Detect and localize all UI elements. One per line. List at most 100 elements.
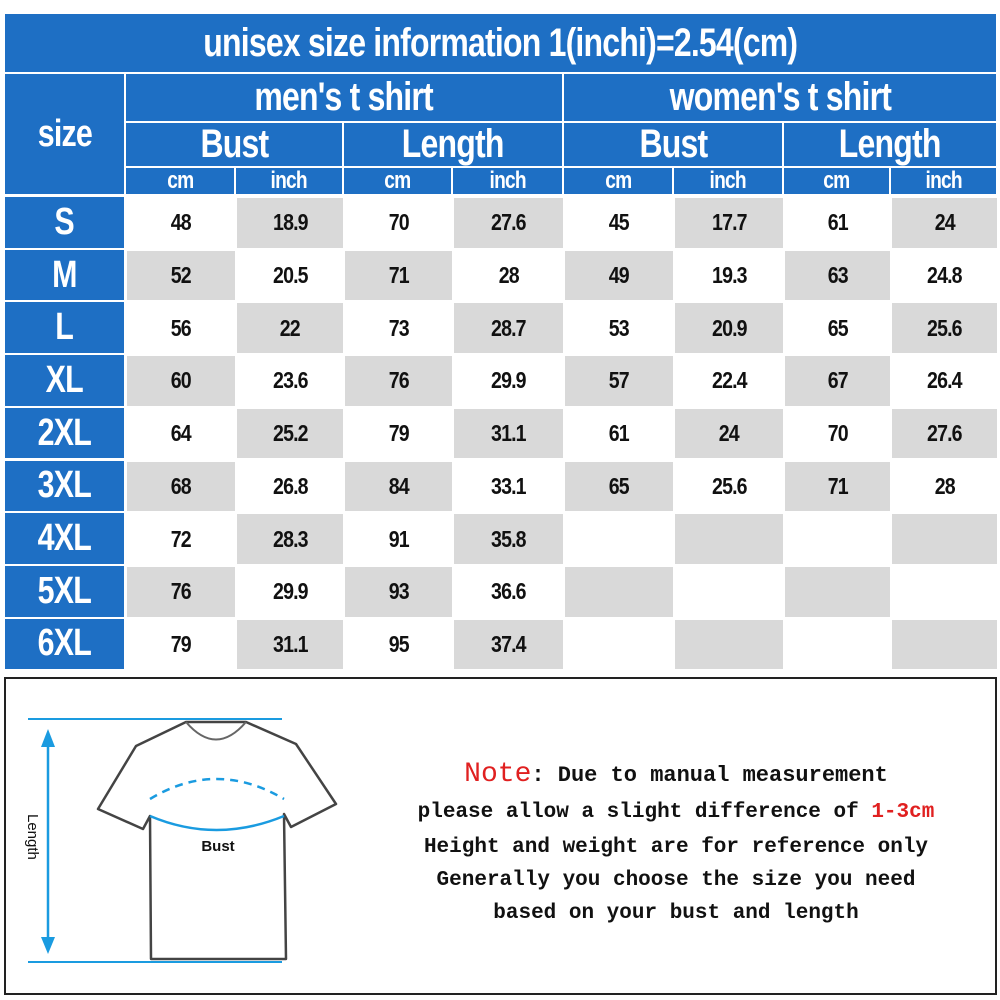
- table-cell: 91: [345, 514, 452, 564]
- table-cell: 27.6: [454, 198, 563, 248]
- table-cell: 57: [565, 356, 673, 406]
- table-cell: 70: [345, 198, 452, 248]
- table-cell: 60: [127, 356, 235, 406]
- table-cell-text: 24: [934, 209, 955, 236]
- table-cell: 65: [785, 303, 890, 354]
- table-cell-text: 84: [388, 472, 409, 499]
- unit-header-text: cm: [384, 167, 411, 194]
- size-header-text: size: [37, 112, 92, 155]
- table-cell-text: 26.8: [272, 472, 308, 499]
- table-cell: 25.6: [892, 303, 997, 354]
- unit-header-text: inch: [270, 167, 308, 194]
- table-cell: 31.1: [454, 408, 563, 459]
- table-cell-text: 61: [827, 209, 848, 236]
- table-cell-text: 61: [608, 420, 630, 447]
- size-label-text: M: [52, 253, 77, 296]
- table-cell: 29.9: [237, 566, 343, 617]
- size-label: 5XL: [4, 564, 125, 618]
- unit-header-text: inch: [925, 167, 962, 194]
- table-cell-text: 52: [170, 262, 192, 289]
- table-cell: 71: [345, 250, 452, 301]
- table-cell: 27.6: [892, 408, 997, 459]
- table-cell: [565, 514, 673, 564]
- table-cell: 26.4: [892, 356, 997, 406]
- unit-header-text: cm: [604, 167, 632, 194]
- table-cell: 61: [565, 408, 673, 459]
- table-cell: [675, 514, 783, 564]
- size-label: 2XL: [4, 406, 125, 460]
- table-cell: [892, 619, 997, 670]
- unit-header: cm: [783, 167, 890, 195]
- table-cell: 22: [237, 303, 343, 354]
- table-cell-text: 24.8: [927, 262, 962, 289]
- unit-header: cm: [563, 167, 673, 195]
- table-cell-text: 63: [827, 262, 848, 289]
- size-label: S: [4, 196, 125, 249]
- measure-header-text: Length: [839, 122, 942, 166]
- table-cell: 28.3: [237, 514, 343, 564]
- table-cell-text: 29.9: [491, 367, 526, 394]
- size-label-text: 4XL: [37, 517, 92, 560]
- table-cell-text: 72: [170, 525, 192, 552]
- table-cell: 28.7: [454, 303, 563, 354]
- table-cell: 68: [127, 461, 235, 512]
- table-cell: 36.6: [454, 566, 563, 617]
- table-cell: 49: [565, 250, 673, 301]
- table-cell: 63: [785, 250, 890, 301]
- table-cell: 24.8: [892, 250, 997, 301]
- table-cell: 93: [345, 566, 452, 617]
- table-cell-text: 36.6: [491, 578, 526, 605]
- table-cell-text: 64: [170, 420, 192, 447]
- table-cell: 17.7: [675, 198, 783, 248]
- table-cell: 72: [127, 514, 235, 564]
- table-cell-text: 33.1: [491, 472, 526, 499]
- table-cell-text: 18.9: [272, 209, 308, 236]
- table-cell-text: 76: [388, 367, 409, 394]
- table-cell: 84: [345, 461, 452, 512]
- table-cell-text: 53: [608, 314, 630, 341]
- table-cell: [785, 514, 890, 564]
- size-label: XL: [4, 354, 125, 407]
- unit-header-text: cm: [166, 167, 194, 194]
- measurement-note-panel: Length Bust Note: Due to manual measurem…: [4, 677, 997, 995]
- unit-header: inch: [673, 167, 783, 195]
- table-cell-text: 25.2: [272, 420, 308, 447]
- unit-header: cm: [343, 167, 452, 195]
- table-cell-text: 71: [388, 262, 409, 289]
- table-cell-text: 56: [170, 314, 192, 341]
- table-cell-text: 79: [388, 420, 409, 447]
- note-text-2: please allow a slight difference of: [417, 801, 872, 824]
- table-cell-text: 27.6: [927, 420, 962, 447]
- table-cell: 65: [565, 461, 673, 512]
- table-cell-text: 20.5: [272, 262, 308, 289]
- measure-header-text: Bust: [200, 122, 269, 166]
- size-label-text: 3XL: [37, 464, 92, 507]
- table-cell: [675, 619, 783, 670]
- table-cell-text: 20.9: [711, 314, 747, 341]
- tshirt-diagram-icon: Length Bust: [24, 718, 338, 963]
- note-line-3: Height and weight are for reference only: [423, 836, 929, 859]
- table-cell: 19.3: [675, 250, 783, 301]
- table-cell: [565, 566, 673, 617]
- table-cell: 70: [785, 408, 890, 459]
- unit-header: inch: [452, 167, 563, 195]
- table-cell: 28: [892, 461, 997, 512]
- table-cell: 79: [127, 619, 235, 670]
- table-cell: 73: [345, 303, 452, 354]
- table-cell: 24: [892, 198, 997, 248]
- table-cell-text: 93: [388, 578, 409, 605]
- table-cell: 28: [454, 250, 563, 301]
- table-cell-text: 60: [170, 367, 192, 394]
- size-label-text: 6XL: [37, 622, 92, 665]
- table-cell-text: 19.3: [711, 262, 747, 289]
- table-cell-text: 48: [170, 209, 192, 236]
- table-cell-text: 31.1: [491, 420, 526, 447]
- table-cell: 24: [675, 408, 783, 459]
- measure-header: Bust: [125, 122, 343, 167]
- size-label-text: 2XL: [37, 411, 92, 454]
- note-line-2: please allow a slight difference of 1-3c…: [366, 801, 986, 824]
- table-cell: 22.4: [675, 356, 783, 406]
- group-header-men-text: men's t shirt: [254, 75, 434, 119]
- unit-header-text: cm: [823, 167, 850, 194]
- table-cell: 35.8: [454, 514, 563, 564]
